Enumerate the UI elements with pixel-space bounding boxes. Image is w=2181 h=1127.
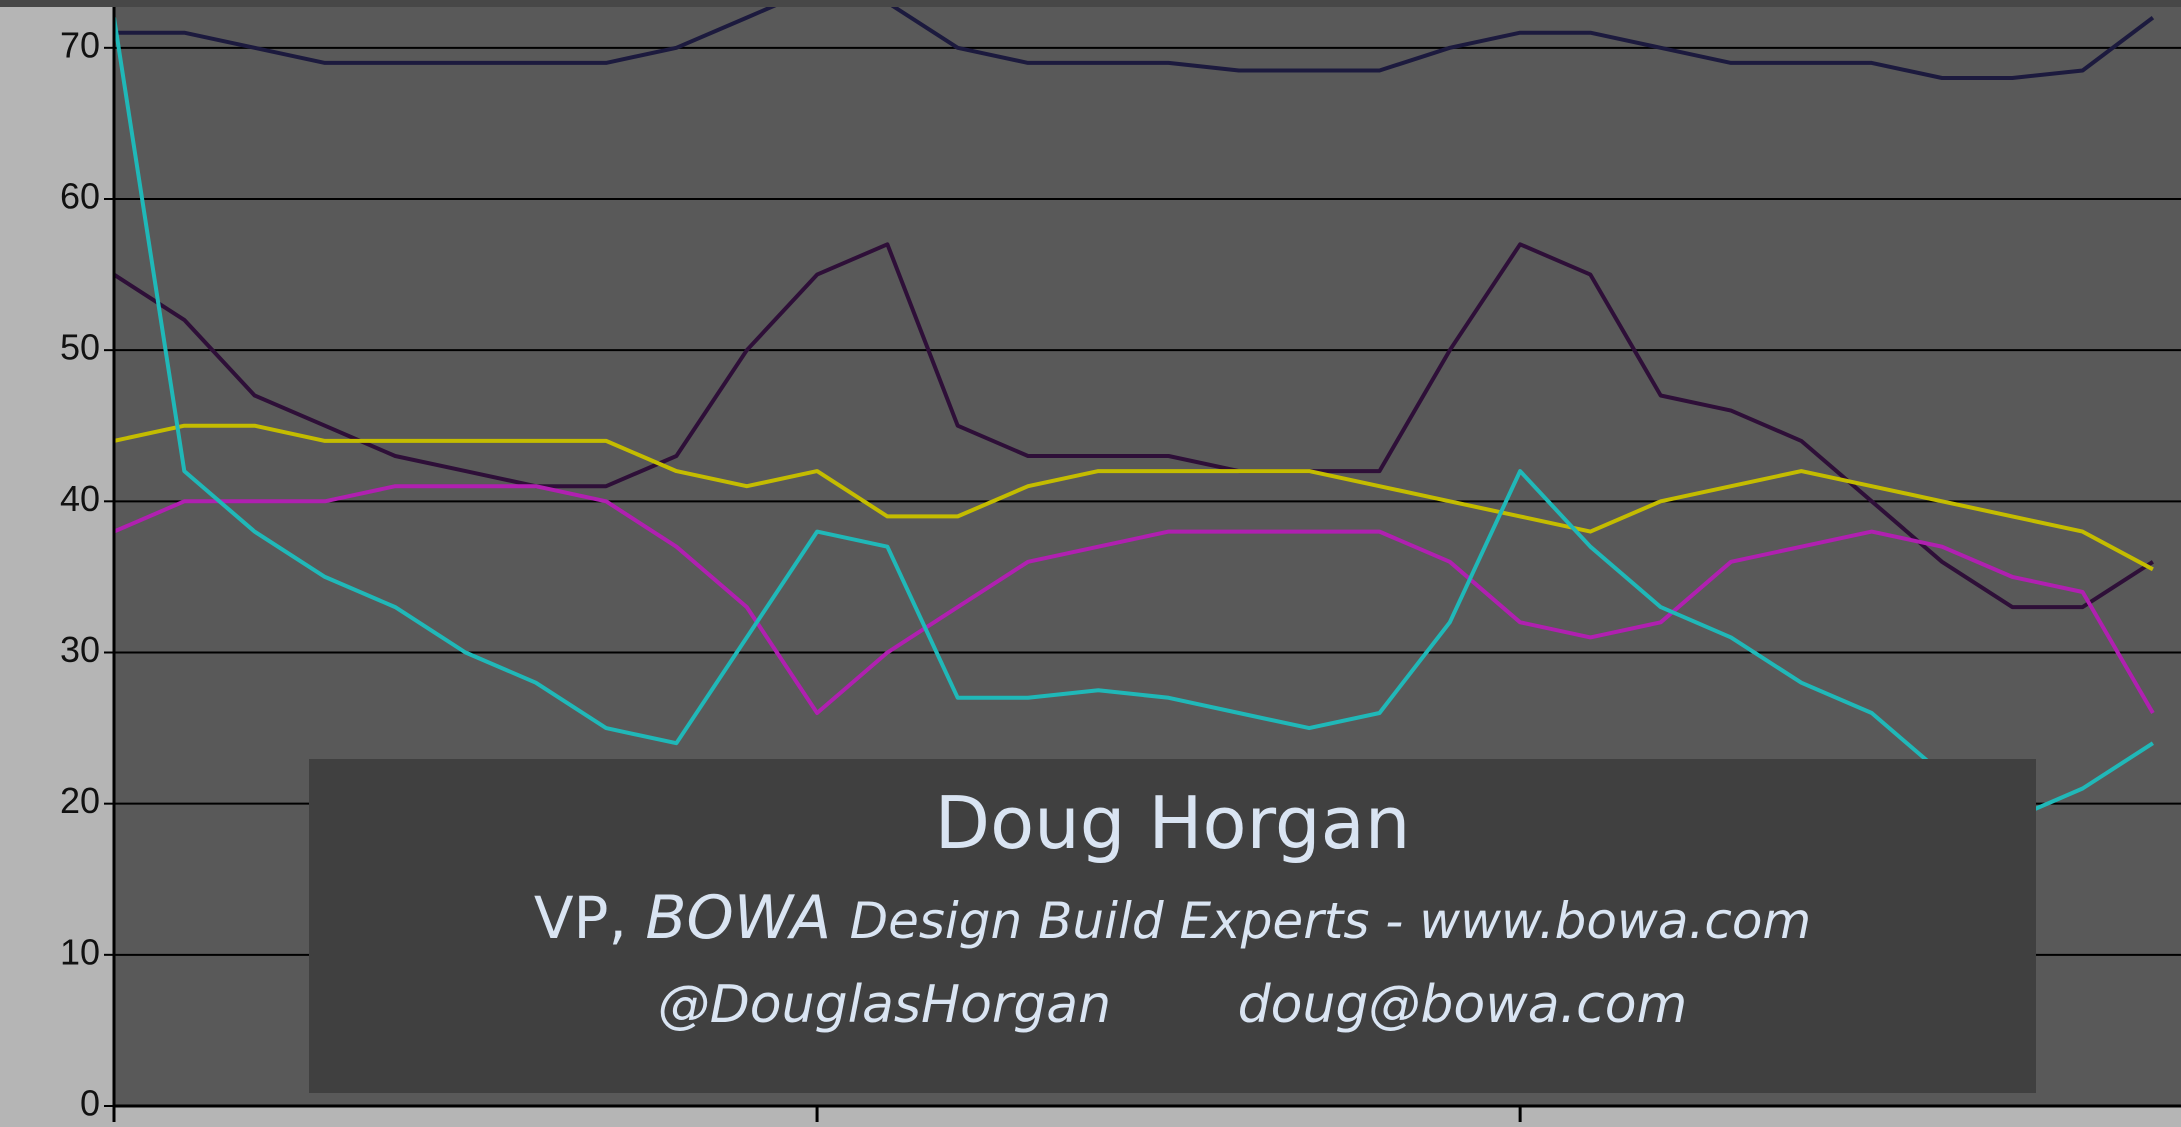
caption-role: VP,: [533, 884, 627, 952]
y-tick-label: 20: [60, 780, 100, 821]
series-line: [114, 7, 2155, 80]
y-tick-label: 70: [60, 24, 100, 65]
caption-company: BOWA: [645, 883, 832, 953]
series-line: [114, 242, 2154, 610]
y-tick-label: 30: [60, 629, 100, 670]
caption-twitter: @DouglasHorgan: [657, 975, 1112, 1035]
caption-tagline: Design Build Experts - www.bowa.com: [849, 892, 1812, 950]
caption-line: VP, BOWA Design Build Experts - www.bowa…: [309, 883, 2036, 953]
series-line: [114, 423, 2154, 572]
caption-contacts: @DouglasHorgan doug@bowa.com: [309, 975, 2036, 1035]
y-tick-label: 50: [60, 327, 100, 368]
y-tick-label: 60: [60, 176, 100, 217]
y-tick-label: 40: [60, 478, 100, 519]
caption-name: Doug Horgan: [934, 781, 1411, 865]
y-tick-label: 0: [80, 1083, 100, 1124]
series-line: [114, 17, 2154, 821]
lines: [114, 7, 2155, 821]
top-strip: [0, 0, 2181, 7]
y-tick-label: 10: [60, 931, 100, 972]
caption-email: doug@bowa.com: [1237, 975, 1688, 1035]
series-line: [114, 484, 2155, 715]
caption-box: Doug Horgan VP, BOWA Design Build Expert…: [309, 759, 2036, 1093]
